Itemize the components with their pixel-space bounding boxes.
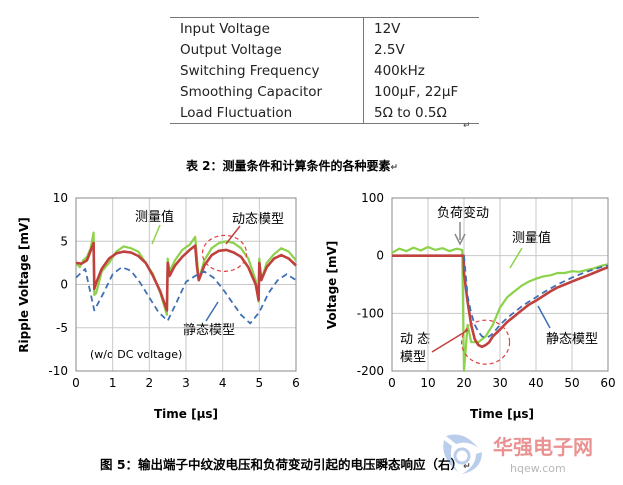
condition-label: Output Voltage <box>170 39 364 60</box>
table-row: Output Voltage 2.5V <box>170 39 479 60</box>
watermark-text: 华强电子网 <box>493 435 593 459</box>
condition-value: 100µF, 22µF <box>374 83 459 100</box>
condition-value: 400kHz <box>374 62 425 79</box>
left-label-dynamic: 动态模型 <box>232 212 284 227</box>
y-tick-label: -200 <box>357 364 384 378</box>
x-tick-label: 4 <box>219 376 227 390</box>
x-tick-label: 3 <box>182 376 190 390</box>
y-tick-label: 0 <box>60 278 68 292</box>
x-tick-label: 20 <box>456 376 471 390</box>
table-row: Smoothing Capacitor 100µF, 22µF <box>170 81 479 102</box>
figure-caption-text: 图 5：输出端子中纹波电压和负荷变动引起的电压瞬态响应（右） <box>100 457 464 472</box>
left-arrow-dynamic <box>225 225 241 245</box>
right-label-dynamic-1: 动 态 <box>400 332 430 347</box>
x-tick-label: 2 <box>146 376 154 390</box>
left-ylabel: Ripple Voltage [mV] <box>17 217 31 352</box>
right-arrowhead-load-change <box>454 233 466 246</box>
y-tick-label: 100 <box>361 191 384 205</box>
left-xlabel: Time [µs] <box>154 407 218 421</box>
left-arrow-measured <box>151 224 161 245</box>
condition-value: 12V <box>363 17 479 39</box>
return-mark: ↵ <box>463 121 471 131</box>
right-label-measured: 测量值 <box>512 230 551 246</box>
x-tick-label: 0 <box>72 376 80 390</box>
conditions-table: Input Voltage 12V Output Voltage 2.5V Switch… <box>170 17 479 124</box>
right-ylabel: Voltage [mV] <box>325 241 339 330</box>
right-label-dynamic-2: 模型 <box>400 350 426 365</box>
condition-label: Load Fluctuation <box>170 102 364 124</box>
left-note: (w/o DC voltage) <box>90 348 182 361</box>
series-line-dynamic <box>75 241 297 312</box>
left-highlight-circle <box>201 234 248 272</box>
table-row: Switching Frequency 400kHz <box>170 60 479 81</box>
x-tick-label: 5 <box>256 376 264 390</box>
condition-label: Input Voltage <box>170 17 364 39</box>
figure-caption: 图 5：输出端子中纹波电压和负荷变动引起的电压瞬态响应（右）↵ <box>100 454 471 473</box>
table-row: Load Fluctuation 5Ω to 0.5Ω <box>170 102 479 124</box>
x-tick-label: 30 <box>492 376 507 390</box>
series-line-measured <box>391 245 609 373</box>
figure-charts: Ripple Voltage [mV] Time [µs] 测量值 动态模型 静… <box>17 191 616 421</box>
return-mark: ↵ <box>463 462 471 472</box>
y-tick-label: 10 <box>53 191 68 205</box>
table-caption-text: 表 2：测量条件和计算条件的各种要素 <box>186 159 391 173</box>
y-tick-label: 0 <box>376 249 384 263</box>
x-tick-label: 1 <box>109 376 117 390</box>
plot-frame <box>75 197 297 372</box>
series-line-dynamic <box>392 254 609 349</box>
table-row: Input Voltage 12V <box>170 17 479 39</box>
x-tick-label: 10 <box>420 376 435 390</box>
watermark-url: hqew.com <box>510 462 566 475</box>
condition-label: Smoothing Capacitor <box>170 81 364 102</box>
x-tick-label: 0 <box>388 376 396 390</box>
left-label-measured: 测量值 <box>135 209 174 225</box>
x-tick-label: 6 <box>292 376 300 390</box>
y-tick-label: -100 <box>357 306 384 320</box>
y-tick-label: -5 <box>56 321 68 335</box>
watermark-logo: 华强电子网 hqew.com <box>443 434 593 475</box>
plot-frame <box>391 197 609 372</box>
left-label-static: 静态模型 <box>183 323 235 338</box>
x-tick-label: 40 <box>528 376 543 390</box>
right-arrow-static <box>537 305 551 329</box>
condition-label: Switching Frequency <box>170 60 364 81</box>
condition-value: 2.5V <box>374 41 405 58</box>
right-arrow-measured <box>509 247 523 269</box>
right-highlight-circle <box>461 319 511 365</box>
left-chart: Ripple Voltage [mV] Time [µs] 测量值 动态模型 静… <box>17 191 300 421</box>
y-tick-label: 5 <box>60 234 68 248</box>
return-mark: ↵ <box>390 163 399 173</box>
series-line-static <box>75 266 297 325</box>
right-xlabel: Time [µs] <box>470 407 534 421</box>
x-tick-label: 60 <box>600 376 615 390</box>
series-line-static <box>463 255 609 339</box>
x-tick-label: 50 <box>564 376 579 390</box>
y-tick-label: -10 <box>48 364 68 378</box>
right-label-load-change: 负荷变动 <box>437 205 489 221</box>
table-caption: 表 2：测量条件和计算条件的各种要素↵ <box>186 157 398 174</box>
condition-value: 5Ω to 0.5Ω <box>363 102 479 124</box>
right-chart: Voltage [mV] Time [µs] 负荷变动 测量值 静态模型 动 态… <box>325 191 616 421</box>
left-arrow-static <box>205 301 219 322</box>
watermark-emblem-icon <box>443 434 482 474</box>
right-arrow-dynamic <box>431 329 469 353</box>
